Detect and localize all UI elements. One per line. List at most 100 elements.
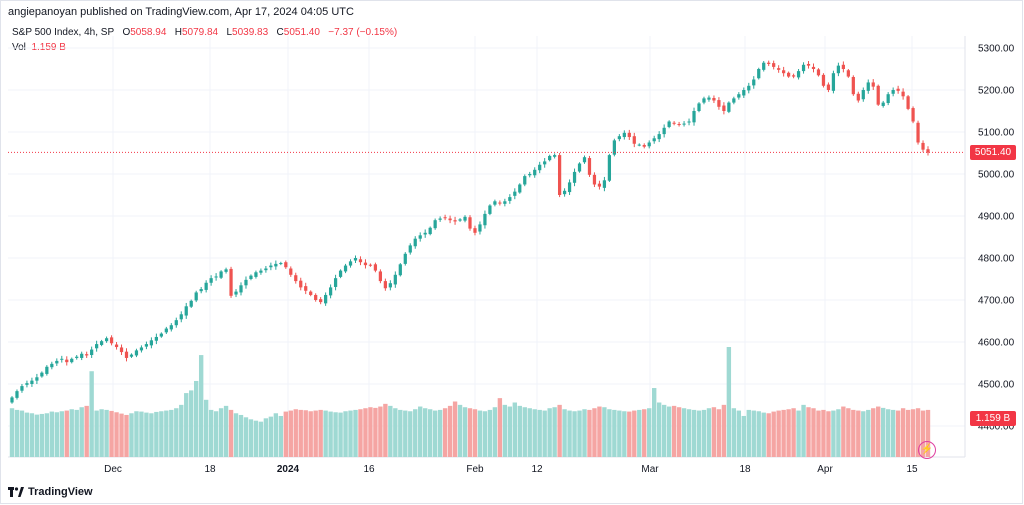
volume-bar (477, 410, 483, 457)
volume-bar (771, 411, 776, 457)
candle-body (85, 354, 89, 356)
volume-bar (348, 410, 353, 457)
candle-body (179, 314, 183, 320)
tradingview-brand[interactable]: TradingView (8, 486, 93, 498)
volume-bar (134, 411, 139, 457)
volume-bar (627, 411, 632, 457)
candle-body (254, 272, 258, 277)
candle-body (45, 366, 49, 374)
candle-body (358, 259, 363, 263)
volume-bar (174, 408, 179, 457)
volume-bar (288, 410, 293, 457)
volume-bar (198, 355, 204, 457)
y-tick-label: 5300.00 (978, 44, 1015, 55)
candle-body (468, 217, 472, 229)
candle-body (10, 397, 14, 403)
candle-body (632, 136, 636, 144)
volume-bar (398, 409, 403, 457)
volume-bar (482, 411, 488, 457)
volume-bar (368, 407, 373, 457)
volume-bar (283, 411, 288, 457)
candle-body (901, 91, 905, 97)
volume-bar (119, 413, 124, 457)
candle-body (662, 127, 666, 135)
volume-bar (577, 410, 582, 457)
candle-body (752, 79, 756, 86)
candle-body (438, 218, 442, 220)
volume-bar (686, 409, 692, 457)
candle-body (319, 299, 323, 303)
candle-body (871, 82, 875, 87)
volume-bar (487, 409, 493, 457)
candle-body (219, 271, 223, 278)
candle-body (886, 94, 890, 104)
volume-bar (208, 409, 214, 457)
volume-bar (69, 409, 74, 457)
volume-bar (801, 404, 806, 457)
candle-body (363, 262, 368, 266)
volume-bar (632, 410, 637, 457)
high-value: 5079.84 (181, 27, 219, 38)
candle-body (144, 344, 149, 347)
candle-body (433, 220, 437, 229)
volume-bar (447, 405, 453, 457)
volume-bar (263, 418, 269, 457)
volume-bar (607, 409, 612, 457)
volume-bar (806, 407, 811, 457)
candle-body (667, 121, 671, 127)
last-price-tag: 5051.40 (970, 144, 1016, 160)
candle-body (692, 111, 696, 123)
candle-body (443, 217, 447, 219)
volume-bar (228, 409, 234, 457)
volume-bar (841, 406, 846, 457)
volume-bar (557, 404, 562, 457)
volume-bar (203, 399, 209, 457)
volume-bar (74, 409, 79, 457)
candle-body (40, 372, 44, 377)
volume-bar (248, 419, 254, 457)
volume-bar (432, 410, 438, 457)
volume-bar (527, 408, 532, 457)
volume-bar (656, 402, 662, 457)
lightning-icon[interactable]: ⚡ (918, 441, 936, 459)
candle-body (463, 216, 467, 221)
volume-bar (637, 409, 642, 457)
y-tick-label: 5100.00 (978, 128, 1015, 139)
symbol-label[interactable]: S&P 500 Index, 4h, SP (12, 27, 115, 38)
candle-body (70, 358, 74, 363)
volume-bar (383, 403, 388, 457)
y-tick-label: 5200.00 (978, 86, 1015, 97)
volume-bar (24, 412, 30, 457)
y-tick-label: 4400.00 (978, 422, 1015, 433)
volume-bar (666, 406, 672, 457)
candle-body (154, 336, 158, 341)
candle-body (114, 344, 119, 348)
publisher-line: angiepanoyan published on TradingView.co… (8, 6, 354, 18)
candle-body (20, 386, 24, 391)
y-tick-label: 4500.00 (978, 380, 1015, 391)
volume-bar (124, 414, 129, 457)
candle-body (80, 353, 84, 358)
x-tick-label: Dec (104, 464, 122, 475)
candle-body (737, 94, 741, 98)
candle-body (244, 279, 248, 286)
volume-bar (154, 411, 159, 457)
candle-body (791, 75, 796, 77)
candle-body (378, 271, 383, 282)
candle-body (831, 73, 836, 91)
volume-bar (418, 406, 423, 457)
candle-body (881, 102, 885, 106)
volume-bar (895, 410, 901, 457)
volume-bar (681, 408, 687, 457)
change-value: −7.37 (−0.15%) (328, 27, 398, 38)
candle-body (304, 286, 308, 291)
candle-body (742, 90, 746, 96)
candle-body (324, 294, 328, 304)
close-value: 5051.40 (283, 27, 320, 38)
candle-body (199, 289, 203, 292)
candle-body (239, 285, 243, 293)
volume-bar (114, 412, 119, 457)
volume-bar (467, 408, 473, 457)
candle-body (383, 281, 387, 289)
